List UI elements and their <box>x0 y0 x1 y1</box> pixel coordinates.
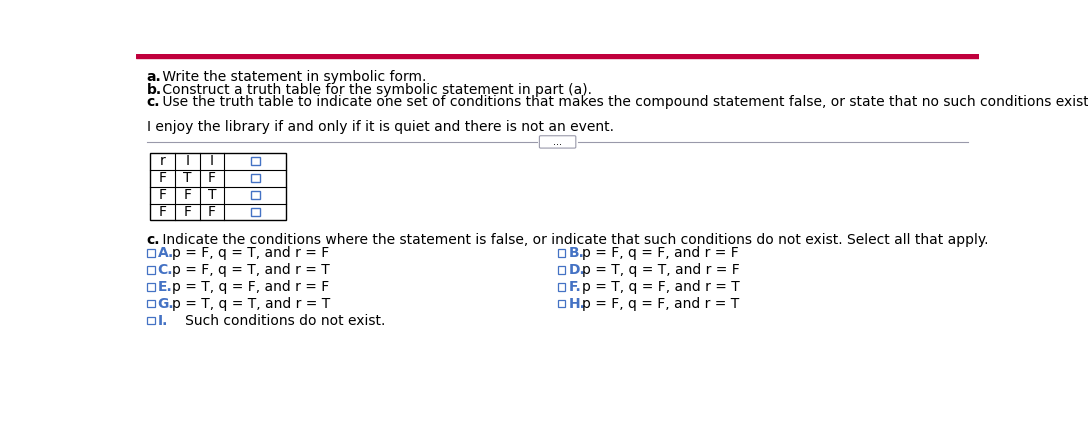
Bar <box>251 174 260 182</box>
Text: p = T, q = F, and r = F: p = T, q = F, and r = F <box>172 280 329 293</box>
Text: b.: b. <box>147 83 162 97</box>
Bar <box>251 208 260 216</box>
Text: A.: A. <box>158 246 174 260</box>
Bar <box>147 300 154 307</box>
Bar <box>147 266 154 273</box>
FancyBboxPatch shape <box>540 136 576 148</box>
Text: I enjoy the library if and only if it is quiet and there is not an event.: I enjoy the library if and only if it is… <box>147 120 614 134</box>
Text: c.: c. <box>147 95 160 109</box>
Text: p = T, q = F, and r = T: p = T, q = F, and r = T <box>582 280 740 293</box>
Text: p = F, q = F, and r = T: p = F, q = F, and r = T <box>582 297 740 310</box>
Text: p = F, q = F, and r = F: p = F, q = F, and r = F <box>582 246 739 260</box>
Text: p = T, q = T, and r = T: p = T, q = T, and r = T <box>172 297 330 310</box>
Text: ...: ... <box>553 137 562 147</box>
Text: D.: D. <box>568 263 585 277</box>
Text: r: r <box>160 154 165 168</box>
Bar <box>147 283 154 290</box>
Bar <box>147 317 154 324</box>
Text: B.: B. <box>568 246 584 260</box>
Text: p = F, q = T, and r = F: p = F, q = T, and r = F <box>172 246 329 260</box>
Text: Write the statement in symbolic form.: Write the statement in symbolic form. <box>158 70 426 84</box>
Text: F: F <box>159 205 166 219</box>
Text: Use the truth table to indicate one set of conditions that makes the compound st: Use the truth table to indicate one set … <box>158 95 1088 109</box>
Text: C.: C. <box>158 263 173 277</box>
Text: I.: I. <box>158 314 168 327</box>
Text: Construct a truth table for the symbolic statement in part (a).: Construct a truth table for the symbolic… <box>158 83 592 97</box>
Text: F: F <box>183 205 191 219</box>
Text: E.: E. <box>158 280 173 293</box>
Text: F: F <box>183 188 191 202</box>
Bar <box>251 191 260 199</box>
Bar <box>558 266 566 273</box>
Bar <box>150 153 286 220</box>
Text: Indicate the conditions where the statement is false, or indicate that such cond: Indicate the conditions where the statem… <box>158 233 988 247</box>
Bar <box>558 283 566 290</box>
Bar <box>147 249 154 256</box>
Text: F.: F. <box>568 280 581 293</box>
Text: c.: c. <box>147 233 160 247</box>
Text: T: T <box>208 188 217 202</box>
Text: G.: G. <box>158 297 174 310</box>
Text: F: F <box>208 171 215 185</box>
Text: p = F, q = T, and r = T: p = F, q = T, and r = T <box>172 263 330 277</box>
Bar <box>251 157 260 165</box>
Text: H.: H. <box>568 297 585 310</box>
Bar <box>558 249 566 256</box>
Text: F: F <box>159 171 166 185</box>
Text: I: I <box>185 154 189 168</box>
Text: Such conditions do not exist.: Such conditions do not exist. <box>172 314 385 327</box>
Bar <box>136 54 979 58</box>
Text: F: F <box>159 188 166 202</box>
Text: T: T <box>183 171 191 185</box>
Text: I: I <box>210 154 214 168</box>
Bar <box>558 300 566 307</box>
Text: p = T, q = T, and r = F: p = T, q = T, and r = F <box>582 263 740 277</box>
Text: a.: a. <box>147 70 162 84</box>
Text: F: F <box>208 205 215 219</box>
